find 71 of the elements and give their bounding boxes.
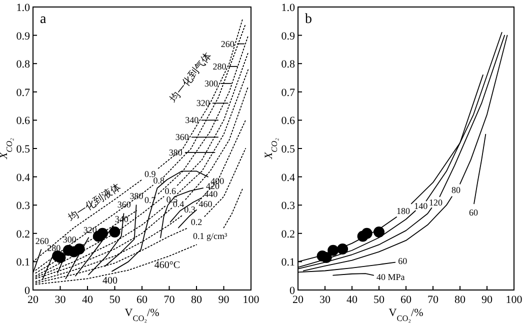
series-label: 180 xyxy=(396,206,411,216)
y-tick-label: 0.9 xyxy=(16,30,30,42)
series-label: 320 xyxy=(196,98,210,108)
y-tick-label: 0.7 xyxy=(16,86,30,99)
series-label: 360 xyxy=(117,200,132,210)
series-label: 280 xyxy=(47,242,62,253)
legend-label: 260 xyxy=(35,236,50,246)
y-tick-label: 0.5 xyxy=(281,144,296,156)
annotation: 400 xyxy=(102,275,118,286)
x-tick-label: 100 xyxy=(506,294,523,306)
series-label: 60 xyxy=(398,256,408,266)
series-label: 380 xyxy=(168,147,183,158)
x-tick-label: 90 xyxy=(218,294,230,306)
series-label: 120 xyxy=(428,197,443,208)
series-label: 440 xyxy=(204,188,218,199)
series-label: 0.6 xyxy=(164,186,176,196)
series-label: 300 xyxy=(204,78,219,88)
series-label: 460 xyxy=(198,198,213,209)
annotation: b xyxy=(305,12,312,27)
series-label: 0.2 xyxy=(190,217,202,228)
y-tick-label: 0.8 xyxy=(16,58,30,71)
y-tick-label: 0.4 xyxy=(16,172,30,184)
y-tick-label: 0.3 xyxy=(16,200,30,212)
series-label: 280 xyxy=(212,61,227,72)
y-tick-label: 0.7 xyxy=(281,86,296,99)
x-tick-label: 20 xyxy=(28,294,39,306)
series-label: 80 xyxy=(451,185,461,196)
y-tick-label: 1.0 xyxy=(16,2,30,14)
y-tick-label: 0.5 xyxy=(16,144,30,156)
x-tick-label: 30 xyxy=(320,294,331,306)
y-tick-label: 0.9 xyxy=(281,30,296,42)
y-tick-label: 0.2 xyxy=(16,228,30,240)
y-tick-label: 0.4 xyxy=(281,172,296,184)
y-tick-label: 1.0 xyxy=(281,2,296,14)
x-tick-label: 80 xyxy=(454,294,466,306)
y-tick-label: 0.6 xyxy=(281,115,296,128)
series-label: 40 MPa xyxy=(376,272,405,282)
y-tick-label: 0.6 xyxy=(16,115,30,128)
x-tick-label: 100 xyxy=(242,294,260,306)
x-tick-label: 50 xyxy=(109,294,121,306)
x-tick-label: 50 xyxy=(374,294,385,306)
series-label: 260 xyxy=(220,38,235,49)
series-label: 0.1 g/cm³ xyxy=(193,231,228,242)
x-tick-label: 60 xyxy=(136,294,148,306)
y-tick-label: 0.8 xyxy=(281,58,296,71)
x-tick-label: 40 xyxy=(346,294,358,306)
annotation: 460°C xyxy=(154,260,180,272)
y-tick-label: 0.1 xyxy=(281,256,295,269)
x-tick-label: 60 xyxy=(400,294,412,306)
y-tick-label: 0.2 xyxy=(281,228,295,240)
series-label: 380 xyxy=(130,191,144,202)
y-tick-label: 0.3 xyxy=(281,200,296,212)
series-label: 340 xyxy=(185,115,200,126)
series-label: 360 xyxy=(175,132,190,142)
series-label: 400 xyxy=(210,176,225,186)
x-tick-label: 70 xyxy=(428,294,439,306)
x-tick-label: 90 xyxy=(482,294,493,306)
x-tick-label: 70 xyxy=(164,294,176,306)
y-tick-label: 0.1 xyxy=(16,256,30,269)
y-tick-label: 0 xyxy=(290,285,296,297)
annotation: a xyxy=(40,12,47,27)
x-axis-title: V$_{CO₂}$/% xyxy=(124,307,160,322)
x-tick-label: 80 xyxy=(191,294,202,306)
series-label: 300 xyxy=(62,234,77,244)
series-label: 140 xyxy=(414,200,428,211)
x-tick-label: 40 xyxy=(82,294,94,306)
y-tick-label: 0 xyxy=(24,285,30,297)
x-tick-label: 30 xyxy=(54,294,66,306)
x-tick-label: 20 xyxy=(292,294,304,306)
series-label: 60 xyxy=(469,208,479,218)
x-axis-title: V$_{CO₂}$/% xyxy=(388,307,424,322)
